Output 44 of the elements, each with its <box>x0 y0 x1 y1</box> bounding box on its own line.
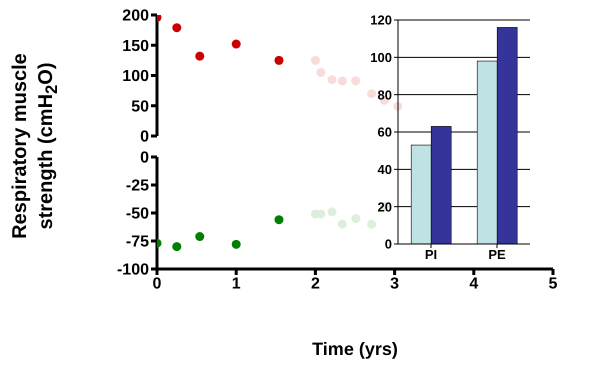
point <box>328 75 337 84</box>
point <box>172 23 182 32</box>
point <box>310 56 320 65</box>
y-tick-label: 200 <box>122 8 150 25</box>
y-tick-label: 100 <box>122 68 150 86</box>
x-axis-title: Time (yrs) <box>312 339 398 359</box>
x-tick-label: 0 <box>152 275 162 292</box>
point <box>172 242 182 252</box>
x-tick-label: 5 <box>548 275 558 292</box>
y-tick-label: 150 <box>122 38 150 55</box>
x-tick-label: 4 <box>469 275 478 292</box>
y-tick-label: 0 <box>140 150 150 167</box>
x-tick-label: 1 <box>232 275 241 292</box>
point <box>195 52 204 61</box>
y-tick-label: 60 <box>378 124 392 140</box>
y-tick-label: 0 <box>140 128 150 146</box>
y-tick-label: 50 <box>131 98 150 116</box>
y-tick-label: -75 <box>126 234 150 251</box>
y-tick-label: -100 <box>116 262 150 279</box>
y-tick-label: 100 <box>370 50 392 65</box>
point <box>274 215 284 224</box>
point <box>338 76 347 86</box>
point <box>328 207 337 216</box>
x-tick-label: PE <box>488 247 506 262</box>
point <box>338 220 347 229</box>
y-tick-label: 20 <box>378 199 392 214</box>
x-tick-label: 3 <box>390 275 400 292</box>
y-tick-label: 120 <box>370 12 392 28</box>
point <box>351 76 360 86</box>
point <box>232 240 241 249</box>
x-tick-label: PI <box>424 247 438 262</box>
y-tick-label: 0 <box>384 236 392 252</box>
point <box>274 56 284 65</box>
point <box>316 68 326 77</box>
point <box>232 40 241 49</box>
y-tick-label: 40 <box>378 162 392 177</box>
point <box>367 89 376 98</box>
y-tick-label: -25 <box>126 178 150 195</box>
point <box>351 214 360 224</box>
y-tick-label: 80 <box>378 87 392 102</box>
point <box>367 220 376 229</box>
x-tick-label: 2 <box>310 275 320 292</box>
y-tick-label: -50 <box>126 206 150 223</box>
point <box>195 232 204 242</box>
